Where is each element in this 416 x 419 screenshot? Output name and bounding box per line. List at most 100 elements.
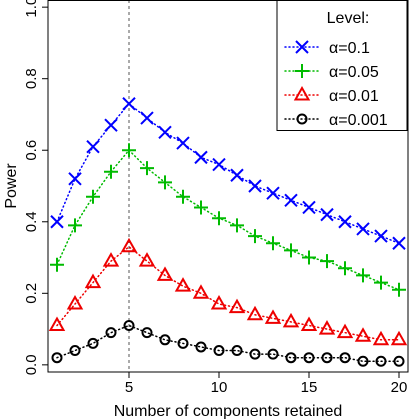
plot-frame	[47, 0, 409, 373]
x-tick-label: 20	[391, 379, 408, 396]
data-point	[158, 125, 172, 140]
data-point	[210, 295, 228, 310]
legend-marker	[296, 113, 308, 125]
data-point	[338, 215, 352, 229]
legend-item: α=0.01	[284, 85, 379, 105]
data-point	[356, 222, 370, 236]
data-point	[50, 257, 64, 272]
data-point	[374, 229, 388, 243]
data-point	[105, 327, 117, 339]
data-point	[51, 352, 63, 364]
data-point	[156, 266, 174, 281]
data-point	[374, 275, 388, 290]
legend-marker	[293, 85, 311, 101]
x-axis-title: Number of components retained	[114, 403, 343, 419]
data-point	[104, 118, 118, 132]
data-point	[264, 309, 282, 324]
data-point	[123, 320, 135, 331]
x-axis: 5 10 15 20	[125, 372, 408, 396]
data-point	[320, 254, 334, 269]
legend-label: α=0.001	[329, 112, 388, 129]
data-point	[86, 139, 100, 154]
series-2	[50, 143, 406, 297]
data-point	[192, 284, 210, 299]
data-point	[140, 161, 154, 176]
data-point	[230, 218, 244, 233]
data-point	[302, 200, 316, 215]
data-point	[102, 252, 120, 267]
data-point	[390, 330, 408, 346]
data-point	[195, 341, 207, 353]
data-point	[375, 355, 387, 367]
data-point	[120, 237, 138, 253]
y-tick-label: 0.8	[23, 68, 40, 89]
data-point	[267, 348, 279, 360]
legend: Level: α=0.1 α=0.05 α=0.01 α=0.001	[276, 0, 408, 131]
data-point	[284, 193, 298, 208]
data-point	[321, 352, 333, 364]
data-point	[284, 243, 298, 258]
data-point	[336, 323, 354, 339]
data-point	[282, 312, 300, 328]
data-point	[212, 157, 226, 172]
legend-marker	[295, 64, 309, 78]
series-line	[56, 324, 400, 363]
legend-item: α=0.05	[284, 64, 379, 81]
data-point	[231, 345, 243, 357]
data-point	[320, 207, 334, 222]
data-point	[68, 172, 82, 186]
data-point	[318, 320, 336, 335]
data-point	[372, 330, 390, 346]
series-3	[48, 237, 408, 346]
data-point	[194, 150, 208, 165]
y-axis-title: Power	[3, 163, 20, 209]
data-point	[176, 189, 190, 204]
data-point	[158, 175, 172, 190]
data-point	[66, 295, 84, 310]
data-point	[246, 305, 264, 321]
data-point	[86, 189, 100, 204]
data-point	[176, 136, 190, 150]
plot-layer	[48, 0, 408, 372]
data-point	[68, 218, 82, 233]
data-point	[392, 282, 406, 297]
data-point	[338, 261, 352, 276]
legend-label: α=0.1	[329, 40, 370, 57]
data-point	[357, 355, 369, 367]
series-line	[56, 149, 400, 291]
data-point	[249, 348, 261, 360]
legend-title: Level:	[327, 10, 370, 27]
data-point	[354, 327, 372, 342]
data-point	[302, 250, 316, 265]
data-point	[213, 345, 225, 357]
data-point	[177, 337, 189, 349]
data-point	[339, 352, 351, 364]
data-point	[122, 143, 136, 158]
y-tick-label: 1.0	[23, 0, 40, 18]
x-tick-label: 5	[125, 379, 133, 396]
data-point	[248, 229, 262, 244]
data-point	[87, 337, 99, 349]
data-point	[174, 277, 192, 292]
legend-marker	[295, 40, 309, 54]
data-point	[212, 211, 226, 226]
data-point	[230, 168, 244, 182]
data-point	[285, 352, 297, 364]
data-point	[266, 186, 280, 200]
data-point	[228, 298, 246, 314]
x-tick-label: 15	[301, 379, 318, 396]
legend-item: α=0.1	[284, 40, 370, 57]
data-point	[300, 316, 318, 331]
y-tick-label: 0.4	[23, 211, 40, 232]
data-point	[50, 215, 64, 229]
data-point	[141, 327, 153, 339]
legend-box	[276, 0, 408, 131]
y-axis: 0.0 0.2 0.4 0.6 0.8 1.0	[23, 0, 48, 375]
data-point	[392, 236, 406, 250]
data-point	[303, 352, 315, 364]
data-point	[356, 268, 370, 283]
legend-label: α=0.01	[329, 88, 379, 105]
legend-item: α=0.001	[284, 112, 388, 129]
y-tick-label: 0.0	[23, 354, 40, 375]
data-point	[104, 164, 118, 179]
